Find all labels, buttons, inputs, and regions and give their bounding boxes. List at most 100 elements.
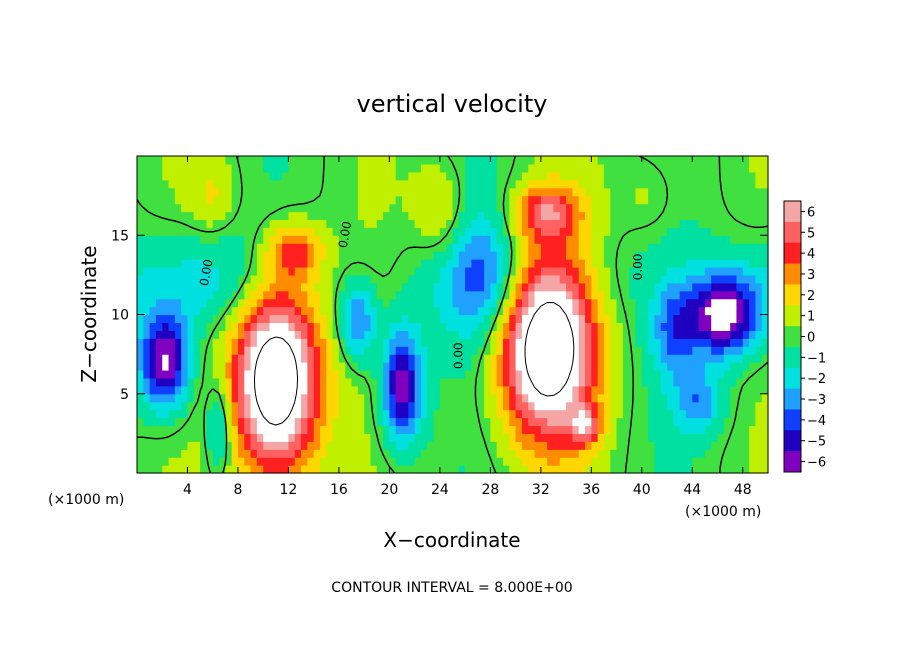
field-cell [566, 449, 573, 458]
field-cell [219, 227, 226, 236]
field-cell [509, 457, 517, 466]
field-cell [408, 306, 416, 316]
field-cell [521, 195, 529, 205]
field-cell [200, 251, 208, 260]
field-cell [137, 441, 144, 450]
field-cell [742, 401, 750, 411]
field-cell [641, 227, 649, 236]
field-cell [484, 425, 491, 434]
field-cell [155, 187, 163, 197]
field-cell [761, 354, 769, 363]
field-cell [313, 385, 321, 395]
field-cell [357, 433, 365, 442]
field-cell [502, 227, 510, 236]
field-cell [395, 314, 403, 324]
field-cell [376, 465, 384, 474]
field-cell [685, 171, 693, 181]
field-cell [181, 282, 189, 292]
field-cell [155, 306, 163, 316]
field-cell [143, 211, 151, 220]
field-cell [193, 425, 201, 434]
field-cell [168, 465, 176, 474]
field-cell [578, 156, 586, 165]
field-cell [307, 259, 315, 268]
colorbar-tick-label: −5 [807, 435, 826, 450]
field-cell [679, 362, 687, 371]
field-cell [219, 393, 226, 403]
field-cell [446, 171, 454, 181]
field-cell [458, 227, 466, 236]
field-cell [471, 306, 479, 316]
field-cell [155, 298, 163, 308]
field-cell [168, 441, 176, 450]
field-cell [761, 171, 769, 181]
field-cell [162, 338, 170, 347]
field-cell [452, 354, 460, 363]
field-cell [553, 401, 561, 411]
field-cell [389, 393, 397, 403]
field-cell [667, 338, 674, 347]
field-cell [168, 163, 176, 173]
field-cell [648, 163, 656, 173]
field-cell [730, 362, 738, 371]
field-cell [515, 219, 523, 228]
field-cell [622, 306, 630, 316]
field-cell [338, 314, 346, 324]
field-cell [332, 274, 340, 284]
field-cell [528, 227, 536, 236]
field-cell [149, 195, 157, 205]
field-cell [244, 298, 252, 308]
field-cell [679, 457, 687, 466]
field-cell [484, 369, 491, 379]
field-cell [660, 417, 668, 427]
field-cell [553, 385, 561, 395]
field-cell [553, 377, 561, 387]
field-cell [250, 243, 258, 252]
field-cell [610, 330, 618, 339]
field-cell [439, 385, 447, 395]
field-cell [616, 195, 624, 205]
field-cell [332, 163, 340, 173]
field-cell [357, 465, 365, 474]
field-cell [635, 433, 643, 442]
field-cell [509, 377, 517, 387]
field-cell [408, 163, 416, 173]
field-cell [452, 330, 460, 339]
field-cell [730, 282, 738, 292]
field-cell [477, 433, 485, 442]
field-cell [736, 171, 744, 181]
field-cell [667, 195, 674, 205]
field-cell [294, 354, 302, 363]
field-cell [364, 266, 372, 276]
field-cell [603, 330, 611, 339]
field-cell [244, 314, 252, 324]
field-cell [559, 235, 567, 244]
field-cell [629, 449, 637, 458]
x-unit-left: (×1000 m) [48, 492, 124, 508]
field-cell [446, 322, 454, 331]
field-cell [761, 187, 769, 197]
field-cell [332, 266, 340, 276]
field-cell [711, 346, 719, 355]
field-cell [610, 298, 618, 308]
field-cell [168, 219, 176, 228]
field-cell [749, 179, 756, 189]
field-cell [168, 354, 176, 363]
field-cell [433, 219, 441, 228]
field-cell [200, 211, 208, 220]
field-cell [698, 306, 706, 316]
field-cell [547, 338, 555, 347]
field-cell [231, 385, 239, 395]
field-cell [704, 417, 712, 427]
field-cell [338, 338, 346, 347]
field-cell [458, 425, 466, 434]
field-cell [427, 385, 435, 395]
field-cell [143, 235, 151, 244]
field-cell [465, 290, 473, 300]
field-cell [364, 219, 372, 228]
field-cell [635, 322, 643, 331]
field-cell [319, 409, 327, 419]
contour-labels: 0.000.000.000.00 [197, 220, 645, 369]
field-cell [250, 409, 258, 419]
field-cell [338, 259, 346, 268]
